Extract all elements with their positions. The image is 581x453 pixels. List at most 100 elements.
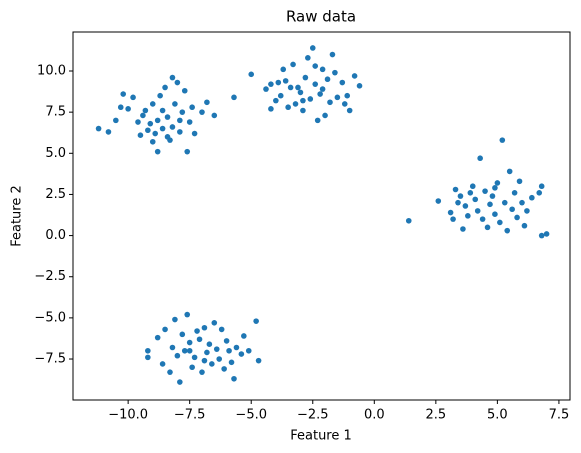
- point: [184, 311, 191, 318]
- point: [465, 213, 471, 219]
- point: [297, 89, 304, 96]
- point: [241, 333, 247, 339]
- x-tick-label: 0.0: [364, 408, 385, 423]
- point: [263, 86, 269, 92]
- point: [504, 227, 511, 234]
- y-tick-label: −5.0: [34, 310, 66, 325]
- point: [228, 359, 235, 366]
- point: [135, 119, 141, 125]
- point: [543, 231, 550, 237]
- point: [268, 106, 274, 112]
- point: [201, 357, 208, 364]
- point: [469, 183, 476, 190]
- x-tick-label: −10.0: [108, 408, 148, 423]
- point: [191, 130, 198, 137]
- point: [154, 117, 161, 124]
- point: [312, 81, 319, 87]
- point: [221, 366, 227, 372]
- point: [174, 79, 181, 86]
- point: [177, 129, 183, 135]
- point: [314, 117, 321, 124]
- point: [191, 354, 198, 361]
- x-tick-label: −7.5: [174, 408, 206, 423]
- point: [179, 109, 186, 115]
- point: [223, 338, 230, 344]
- point: [164, 134, 171, 140]
- point: [218, 326, 225, 333]
- point: [492, 185, 498, 191]
- point: [536, 189, 543, 196]
- point: [172, 101, 178, 107]
- point: [538, 183, 545, 190]
- point: [499, 137, 506, 143]
- point: [213, 346, 220, 352]
- point: [177, 117, 183, 124]
- point: [159, 361, 166, 367]
- point: [181, 347, 188, 354]
- point: [282, 78, 289, 84]
- point: [216, 356, 223, 362]
- point: [447, 209, 454, 216]
- y-tick-label: −2.5: [34, 269, 66, 284]
- point: [95, 125, 102, 132]
- point: [351, 73, 358, 79]
- point: [477, 155, 483, 162]
- point: [238, 351, 245, 357]
- point: [253, 318, 259, 324]
- point: [275, 79, 282, 86]
- point: [140, 112, 146, 119]
- point: [484, 224, 491, 231]
- point: [457, 193, 464, 199]
- point: [482, 188, 488, 194]
- point: [312, 63, 319, 69]
- point: [309, 45, 316, 51]
- point: [209, 361, 215, 367]
- point: [169, 124, 176, 130]
- point: [467, 189, 474, 196]
- point: [189, 104, 195, 111]
- x-tick-label: 5.0: [487, 408, 508, 423]
- point: [145, 354, 151, 361]
- point: [472, 196, 479, 203]
- point: [460, 226, 466, 232]
- y-tick-label: −7.5: [34, 352, 66, 367]
- point: [164, 114, 171, 120]
- x-tick-label: 7.5: [549, 408, 570, 423]
- point: [322, 112, 328, 119]
- point: [287, 84, 294, 91]
- point: [455, 199, 461, 206]
- point: [317, 91, 323, 97]
- point: [327, 99, 333, 106]
- point: [117, 104, 124, 111]
- point: [137, 132, 144, 138]
- point: [186, 347, 193, 354]
- point: [184, 148, 191, 155]
- point: [319, 86, 326, 92]
- point: [509, 206, 515, 213]
- point: [356, 83, 363, 89]
- point: [450, 216, 456, 222]
- x-tick-label: 2.5: [425, 408, 446, 423]
- point: [489, 193, 496, 199]
- point: [268, 81, 274, 87]
- point: [149, 101, 156, 107]
- point: [344, 92, 351, 99]
- point: [189, 364, 195, 371]
- point: [300, 97, 306, 104]
- point: [162, 84, 168, 91]
- point: [206, 341, 213, 348]
- point: [501, 199, 508, 206]
- point: [273, 97, 279, 104]
- point: [125, 106, 131, 112]
- point: [524, 208, 530, 214]
- chart-title: Raw data: [286, 8, 356, 26]
- point: [479, 216, 486, 222]
- point: [292, 101, 299, 107]
- point: [302, 74, 309, 81]
- point: [248, 71, 255, 78]
- point: [255, 357, 262, 364]
- point: [149, 138, 156, 145]
- point: [516, 178, 523, 185]
